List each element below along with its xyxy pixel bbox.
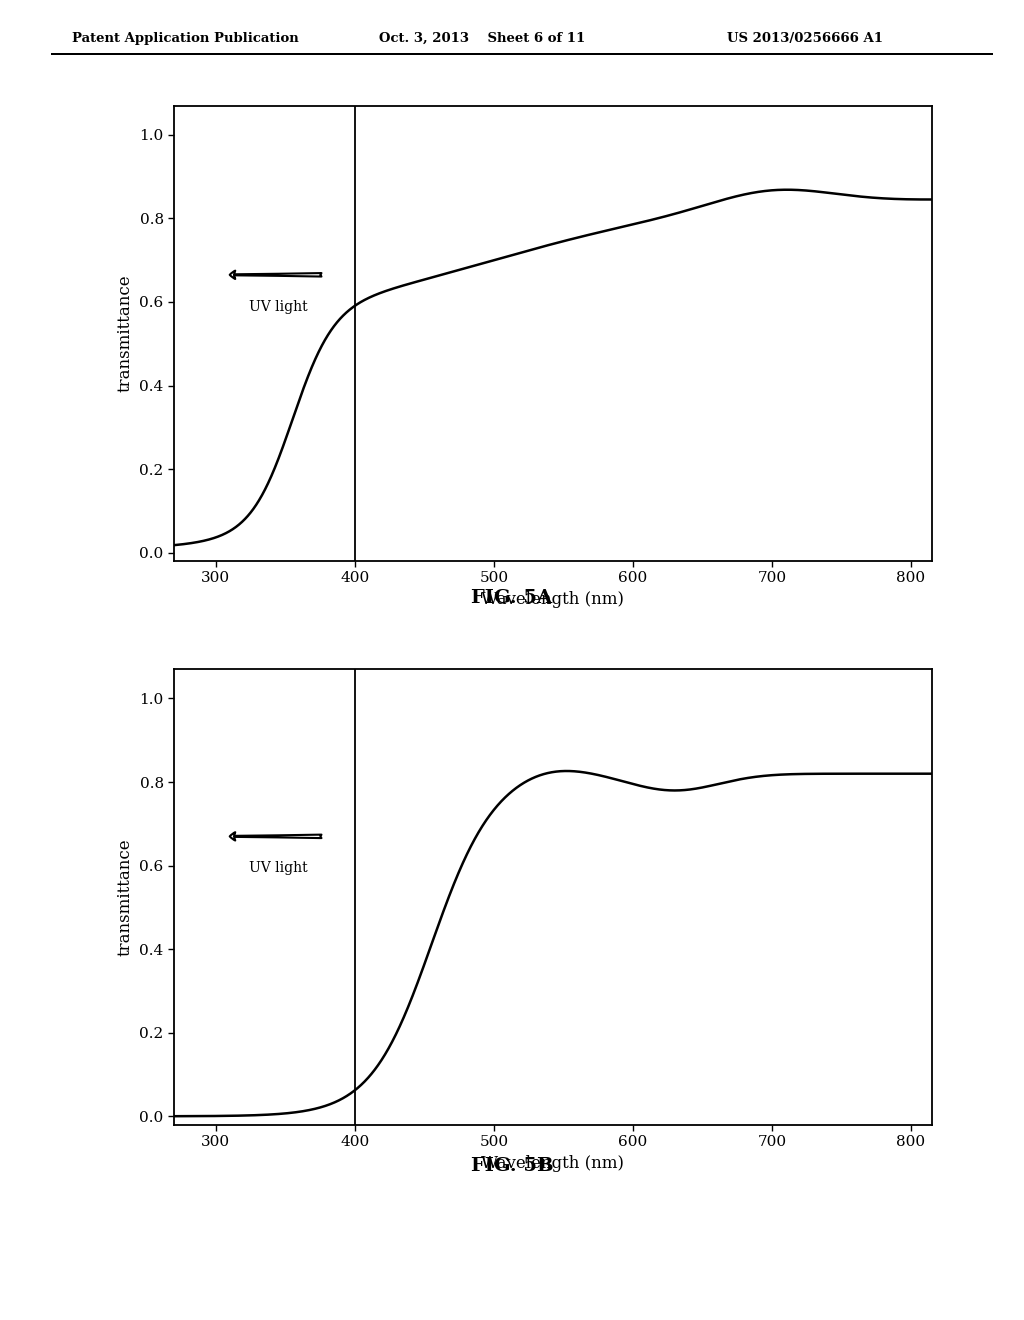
X-axis label: Wavelength (nm): Wavelength (nm) [481,591,625,609]
Text: UV light: UV light [249,862,307,875]
Text: US 2013/0256666 A1: US 2013/0256666 A1 [727,32,883,45]
X-axis label: Wavelength (nm): Wavelength (nm) [481,1155,625,1172]
Text: FIG. 5B: FIG. 5B [471,1156,553,1175]
Y-axis label: transmittance: transmittance [117,838,134,956]
Text: UV light: UV light [249,300,307,314]
Y-axis label: transmittance: transmittance [117,275,134,392]
Text: Patent Application Publication: Patent Application Publication [72,32,298,45]
Text: Oct. 3, 2013    Sheet 6 of 11: Oct. 3, 2013 Sheet 6 of 11 [379,32,585,45]
Text: FIG. 5A: FIG. 5A [471,589,553,607]
